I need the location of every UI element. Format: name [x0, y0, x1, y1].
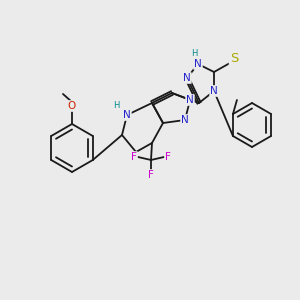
Text: N: N [186, 95, 194, 105]
Text: O: O [68, 101, 76, 111]
Text: F: F [131, 152, 137, 162]
Text: N: N [183, 73, 191, 83]
Text: F: F [165, 152, 171, 162]
Text: H: H [191, 50, 197, 58]
Text: H: H [113, 101, 119, 110]
Text: N: N [181, 115, 189, 125]
Text: N: N [194, 59, 202, 69]
Text: S: S [230, 52, 238, 65]
Text: F: F [148, 170, 154, 180]
Text: N: N [210, 86, 218, 96]
Text: N: N [123, 110, 131, 120]
